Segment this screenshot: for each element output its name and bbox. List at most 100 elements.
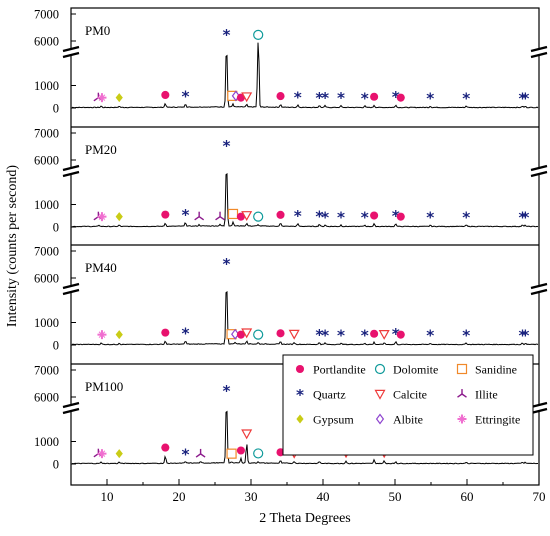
axis-break-mark xyxy=(62,164,80,172)
portlandite-marker xyxy=(396,212,405,221)
legend-item-albite: Albite xyxy=(375,413,423,427)
quartz-marker: * xyxy=(223,26,231,44)
y-tick-label: 7000 xyxy=(34,127,59,141)
portlandite-marker xyxy=(370,211,379,220)
legend-item-illite: Illite xyxy=(457,388,498,402)
legend-label: Quartz xyxy=(313,388,346,402)
xrd-trace xyxy=(71,173,539,228)
x-tick-label: 40 xyxy=(317,489,330,504)
quartz-marker: * xyxy=(521,327,529,345)
gypsum-marker xyxy=(115,449,123,459)
portlandite-marker xyxy=(295,364,305,374)
dolomite-marker xyxy=(253,29,264,41)
y-tick-label: 1000 xyxy=(34,198,59,212)
quartz-marker: * xyxy=(462,326,470,344)
legend-label: Ettringite xyxy=(475,413,520,427)
calcite-marker xyxy=(241,211,253,222)
dolomite-marker xyxy=(374,363,386,375)
x-tick-label: 60 xyxy=(461,489,474,504)
legend-label: Gypsum xyxy=(313,413,354,427)
axis-break-gap xyxy=(64,167,78,175)
portlandite-marker xyxy=(370,329,379,338)
axis-break-mark xyxy=(530,401,548,409)
legend-item-portlandite: Portlandite xyxy=(295,363,366,377)
legend-item-sanidine: Sanidine xyxy=(456,363,517,377)
xrd-trace xyxy=(71,410,538,465)
legend-item-quartz: * Quartz xyxy=(296,386,346,404)
portlandite-marker xyxy=(276,329,285,338)
x-tick-label: 20 xyxy=(173,489,186,504)
illite-marker xyxy=(195,448,206,458)
x-tick-label: 30 xyxy=(245,489,258,504)
quartz-marker: * xyxy=(462,89,470,107)
dolomite-marker xyxy=(253,448,264,459)
legend-box xyxy=(282,354,534,456)
axis-break-mark xyxy=(62,401,80,409)
axis-break-gap xyxy=(532,404,546,412)
ettringite-marker xyxy=(97,330,107,340)
axis-break-gap xyxy=(64,285,78,293)
x-tick-label: 70 xyxy=(533,489,546,504)
y-tick-label: 1000 xyxy=(34,435,59,449)
legend-item-dolomite: Dolomite xyxy=(374,363,438,377)
ettringite-marker xyxy=(97,449,107,459)
calcite-marker xyxy=(241,328,253,339)
quartz-marker: * xyxy=(392,88,400,106)
quartz-marker: * xyxy=(426,327,434,345)
axis-break-gap xyxy=(532,48,546,56)
quartz-marker: * xyxy=(294,88,302,106)
quartz-marker: * xyxy=(321,326,329,344)
gypsum-marker xyxy=(115,212,123,222)
quartz-marker: * xyxy=(315,89,323,107)
quartz-marker: * xyxy=(181,87,189,105)
portlandite-marker xyxy=(236,330,245,339)
portlandite-marker xyxy=(396,93,405,102)
y-tick-label: 6000 xyxy=(34,154,59,168)
axis-break-mark xyxy=(530,282,548,290)
quartz-marker: * xyxy=(521,90,529,108)
legend-item-gypsum: Gypsum xyxy=(296,413,354,427)
quartz-marker: * xyxy=(337,89,345,107)
panel-label: PM40 xyxy=(85,260,117,275)
x-tick-label: 10 xyxy=(101,489,114,504)
quartz-marker: * xyxy=(462,208,470,226)
axis-break-mark xyxy=(62,45,80,53)
y-tick-label: 7000 xyxy=(34,364,59,378)
quartz-marker: * xyxy=(181,206,189,224)
dolomite-marker xyxy=(253,211,264,222)
portlandite-marker xyxy=(161,328,170,337)
ettringite-marker xyxy=(457,414,467,424)
axis-break-gap xyxy=(64,48,78,56)
axis-break-mark xyxy=(62,407,80,415)
axis-break-gap xyxy=(532,285,546,293)
portlandite-marker xyxy=(161,210,170,219)
quartz-marker: * xyxy=(521,209,529,227)
calcite-marker xyxy=(378,330,390,340)
legend-label: Portlandite xyxy=(313,363,366,377)
y-axis-label: Intensity (counts per second) xyxy=(5,165,20,327)
y-tick-label: 0 xyxy=(53,339,59,353)
gypsum-marker xyxy=(115,330,123,340)
gypsum-marker xyxy=(296,414,304,424)
axis-break-mark xyxy=(530,164,548,172)
quartz-marker: * xyxy=(223,137,231,155)
y-tick-label: 6000 xyxy=(34,35,59,49)
axis-break-mark xyxy=(530,288,548,296)
quartz-marker: * xyxy=(392,207,400,225)
plot-frame xyxy=(70,7,540,486)
legend-label: Albite xyxy=(393,413,423,427)
panel-label: PM0 xyxy=(85,23,110,38)
portlandite-marker xyxy=(236,446,245,455)
legend-item-calcite: Calcite xyxy=(374,388,427,402)
axis-break-mark xyxy=(530,45,548,53)
portlandite-marker xyxy=(370,92,379,101)
y-tick-label: 6000 xyxy=(34,391,59,405)
quartz-marker: * xyxy=(223,255,231,273)
quartz-marker: * xyxy=(223,382,231,400)
quartz-marker: * xyxy=(337,326,345,344)
quartz-marker: * xyxy=(392,325,400,343)
xrd-trace xyxy=(71,291,539,346)
quartz-marker: * xyxy=(361,327,369,345)
